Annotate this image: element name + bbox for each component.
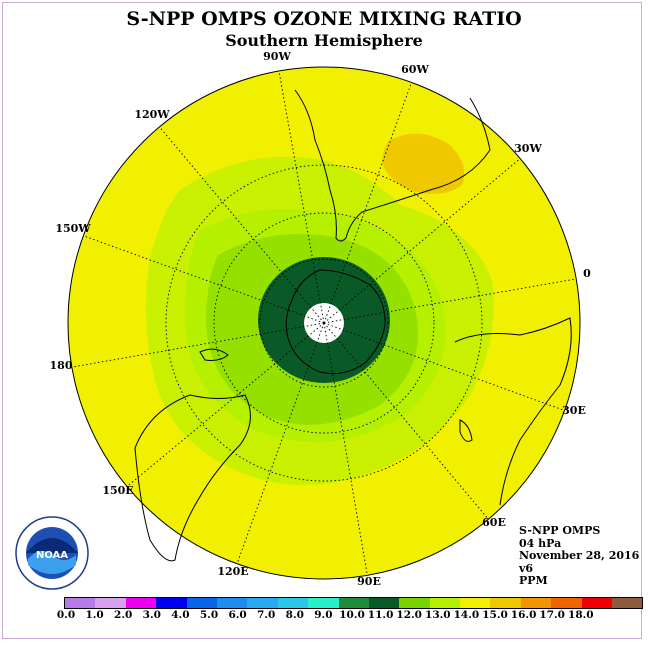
latitude-circle-75s: [259, 258, 389, 388]
ozone-field: [68, 67, 580, 579]
page-title: S-NPP OMPS OZONE MIXING RATIO: [126, 8, 522, 30]
version-label: v6: [519, 561, 534, 575]
meridian-line: [278, 70, 325, 324]
longitude-label: 180: [50, 359, 73, 372]
map-boundary: [67, 66, 581, 580]
colorbar-tick-label: 3.0: [142, 609, 161, 621]
longitude-label: 120E: [217, 565, 248, 578]
colorbar-tick-label: 4.0: [171, 609, 190, 621]
colorbar-ticks: 0.0 1.0 2.0 3.0 4.0 5.0 6.0 7.0 8.0 9.0 10.0 11.0 12…: [0, 609, 648, 623]
colorbar-bin: [186, 598, 217, 608]
colorbar-tick-label: 5.0: [199, 609, 219, 621]
longitude-label: 150E: [102, 484, 133, 497]
longitude-label: 150W: [55, 222, 91, 235]
colorbar-bin: [581, 598, 613, 608]
madagascar-coast: [459, 419, 473, 442]
meridian-line: [323, 322, 489, 520]
colorbar-bin: [338, 598, 369, 608]
colorbar-bin: [551, 598, 582, 608]
figure-border: [2, 2, 642, 639]
colorbar-tick-label: 13.0: [425, 609, 451, 621]
colorbar-tick-label: 17.0: [539, 609, 565, 621]
units-label: PPM: [519, 574, 548, 588]
colorbar-bin: [308, 598, 339, 608]
new-zealand-coast: [199, 348, 229, 361]
longitude-label: 60W: [401, 63, 429, 76]
page-subtitle: Southern Hemisphere: [225, 31, 423, 50]
meridian-line: [323, 278, 577, 324]
colorbar-tick-label: 12.0: [396, 609, 422, 621]
south-pole-marker: [322, 321, 326, 325]
noaa-logo: NOAA: [15, 516, 89, 590]
logo-text: NOAA: [36, 550, 68, 561]
longitude-label: 90E: [357, 575, 381, 588]
colorbar-bin: [277, 598, 309, 608]
colorbar-bin: [490, 598, 521, 608]
field-14-15: [382, 133, 465, 194]
longitude-label: 60E: [482, 516, 506, 529]
colorbar-tick-label: 14.0: [453, 609, 480, 621]
colorbar-bin: [460, 598, 491, 608]
meridian-line: [126, 322, 325, 487]
colorbar-bin: [216, 598, 248, 608]
colorbar-bin: [520, 598, 552, 608]
colorbar-bin: [612, 598, 643, 608]
south-america-coast: [294, 89, 491, 242]
colorbar-tick-label: 2.0: [114, 609, 133, 621]
colorbar-tick-label: 7.0: [257, 609, 276, 621]
colorbar-bin: [65, 598, 96, 608]
colorbar-tick-label: 1.0: [85, 609, 104, 621]
colorbar-bin: [368, 598, 400, 608]
longitude-label: 90W: [263, 50, 291, 63]
colorbar-bin: [156, 598, 187, 608]
africa-coast: [454, 317, 572, 506]
meridian-line: [323, 322, 368, 576]
meridian-line: [323, 322, 565, 411]
colorbar-tick-label: 9.0: [314, 609, 333, 621]
longitude-labels: 90W 60W 30W 0 30E 60E 90E 120E 150E 180 150W 120W: [50, 50, 592, 588]
meridian-line: [159, 126, 325, 324]
graticule: [165, 164, 483, 482]
australia-coast: [134, 394, 251, 562]
antarctica-coast: [285, 269, 386, 375]
meridian-line: [236, 322, 325, 564]
info-block: S-NPP OMPS 04 hPa November 28, 2016 v6 P…: [519, 524, 640, 588]
colorbar-tick-label: 8.0: [285, 609, 304, 621]
colorbar-tick-label: 18.0: [568, 609, 594, 621]
colorbar-bin: [429, 598, 461, 608]
longitude-label: 30E: [562, 404, 586, 417]
colorbar-bin: [399, 598, 430, 608]
colorbar-tick-label: 15.0: [482, 609, 508, 621]
colorbar-bin: [95, 598, 126, 608]
meridian-line: [71, 322, 325, 368]
longitude-label: 30W: [514, 142, 542, 155]
meridian-line: [323, 82, 412, 324]
colorbar-tick-label: 16.0: [510, 609, 537, 621]
date-label: November 28, 2016: [519, 549, 640, 563]
meridians: [71, 70, 577, 576]
colorbar-tick-label: 0.0: [56, 609, 76, 621]
longitude-label: 0: [583, 267, 591, 280]
latitude-circle-60s: [213, 212, 435, 434]
longitude-label: 120W: [134, 108, 170, 121]
colorbar-tick-label: 6.0: [228, 609, 247, 621]
colorbar-bin: [247, 598, 278, 608]
colorbar-bin: [125, 598, 157, 608]
colorbar-tick-label: 10.0: [339, 609, 365, 621]
coastlines: [134, 89, 572, 562]
latitude-circle-45s: [165, 164, 483, 482]
pressure-level-label: 04 hPa: [519, 536, 562, 550]
colorbar: [64, 597, 644, 609]
meridian-line: [83, 235, 325, 324]
meridian-line: [323, 158, 521, 324]
colorbar-tick-label: 11.0: [367, 609, 394, 621]
instrument-label: S-NPP OMPS: [519, 524, 601, 537]
